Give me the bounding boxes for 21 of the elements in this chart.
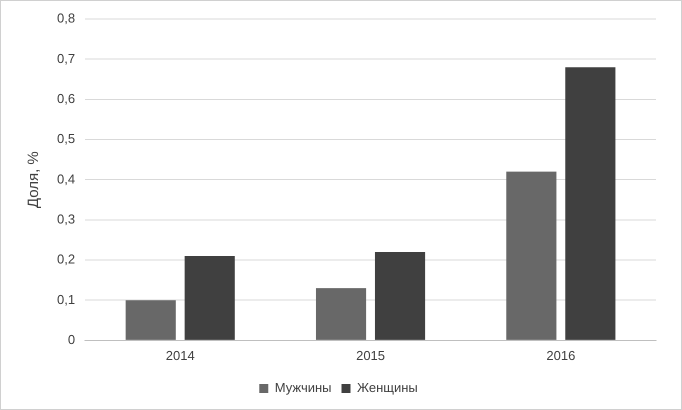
y-tick-label: 0,6: [56, 90, 76, 106]
bar: [316, 288, 366, 340]
y-tick-label: 0,1: [56, 292, 76, 307]
y-axis-title: Доля, %: [25, 151, 42, 208]
bar: [184, 256, 235, 340]
x-tick-label: 2014: [166, 348, 195, 363]
y-tick-label: 0: [68, 332, 76, 347]
y-tick-label: 0,8: [56, 10, 76, 26]
x-tick-label: 2015: [356, 348, 385, 363]
y-tick-label: 0,7: [56, 50, 76, 66]
bar: [565, 67, 616, 340]
bar: [374, 252, 426, 340]
y-tick-label: 0,3: [56, 211, 76, 226]
y-tick-label: 0,2: [56, 252, 76, 267]
bar: [506, 172, 556, 340]
legend-label: Женщины: [356, 380, 418, 396]
y-tick-label: 0,5: [56, 131, 76, 146]
x-tick-label: 2016: [546, 348, 576, 363]
bar: [126, 300, 176, 340]
legend-label: Мужчины: [274, 380, 332, 396]
y-tick-label: 0,4: [56, 171, 76, 186]
